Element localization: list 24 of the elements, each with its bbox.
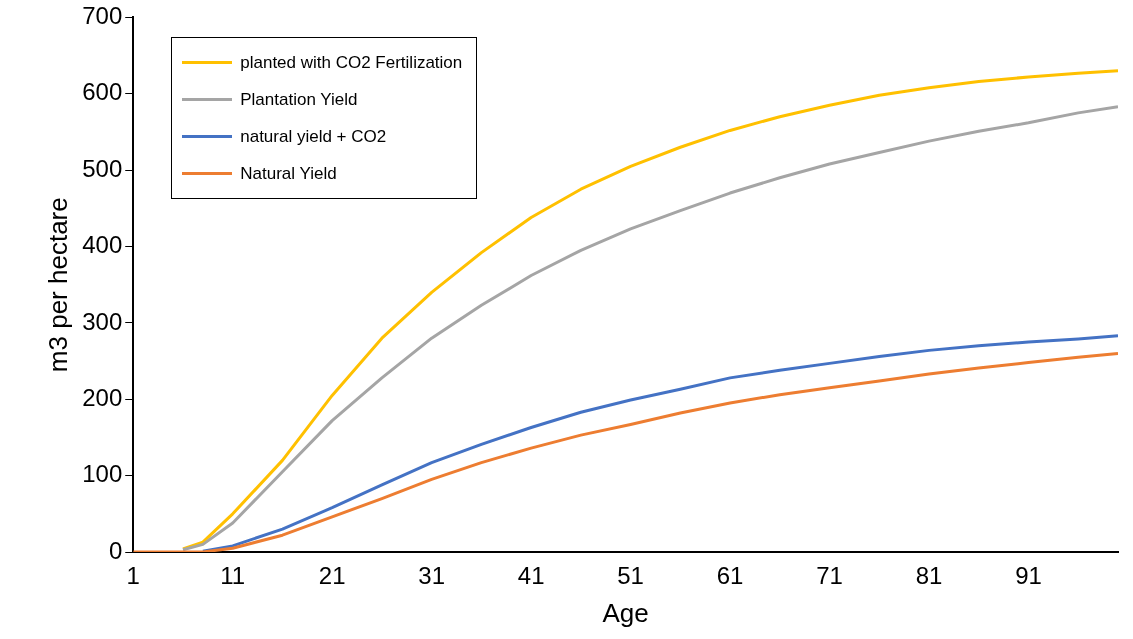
x-tick-label: 31 xyxy=(418,562,446,590)
x-axis-title: Age xyxy=(602,597,649,628)
x-tick-label: 21 xyxy=(318,562,346,590)
y-tick-label: 300 xyxy=(82,307,123,335)
legend-label: planted with CO2 Fertilization xyxy=(240,52,463,73)
x-tick-label: 41 xyxy=(517,562,545,590)
x-tick-label: 81 xyxy=(915,562,943,590)
y-tick-label: 0 xyxy=(108,536,123,564)
y-axis-title: m3 per hectare xyxy=(42,197,73,373)
legend-label: Plantation Yield xyxy=(240,89,358,110)
y-tick-label: 100 xyxy=(82,460,123,488)
x-tick-label: 91 xyxy=(1015,562,1042,590)
y-tick-label: 200 xyxy=(82,383,123,411)
x-tick-label: 71 xyxy=(816,562,843,590)
legend-label: Natural Yield xyxy=(240,163,337,184)
x-tick-label: 11 xyxy=(220,562,246,590)
y-tick-label: 700 xyxy=(82,2,123,30)
x-tick-label: 61 xyxy=(716,562,744,590)
legend-label: natural yield + CO2 xyxy=(240,126,387,147)
y-tick-label: 400 xyxy=(82,231,123,259)
y-tick-label: 600 xyxy=(82,78,123,106)
x-tick-label: 1 xyxy=(126,562,140,590)
x-tick-label: 51 xyxy=(617,562,644,590)
y-tick-label: 500 xyxy=(82,154,123,182)
